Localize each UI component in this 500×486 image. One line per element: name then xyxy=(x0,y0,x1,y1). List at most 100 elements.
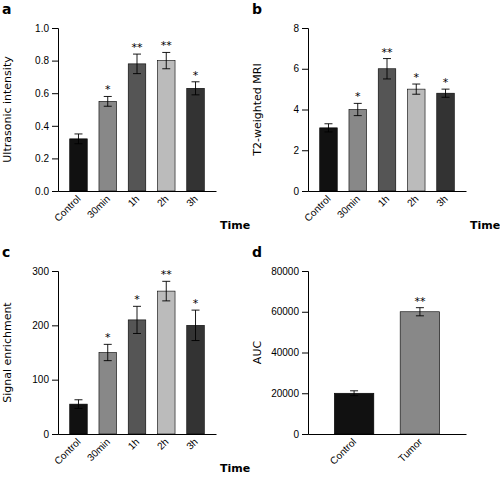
bar xyxy=(157,291,175,434)
axis-line xyxy=(302,272,309,435)
error-bar xyxy=(162,281,170,301)
tick-mark xyxy=(52,380,58,381)
tick-mark xyxy=(302,110,308,111)
tick-mark xyxy=(52,28,58,29)
tick: 0.8 xyxy=(35,55,58,66)
error-bar xyxy=(74,400,82,409)
error-bar xyxy=(104,344,112,360)
tick-label: 0.6 xyxy=(35,88,49,99)
tick: 3h xyxy=(184,193,200,209)
bar xyxy=(349,110,367,192)
bar xyxy=(334,393,374,434)
tick-label: 0 xyxy=(293,429,299,440)
tick: 3h xyxy=(184,436,200,452)
tick-label: 6 xyxy=(293,63,299,74)
bar xyxy=(320,128,338,191)
panel: 020000400006000080000ControlTumor**AUCd xyxy=(251,244,467,467)
axis-line xyxy=(52,29,59,192)
tick-label: 0 xyxy=(43,429,49,440)
tick: 0.4 xyxy=(35,121,58,132)
axis-line xyxy=(309,434,467,435)
axis-line xyxy=(309,191,467,192)
axis-line xyxy=(52,272,59,435)
tick: 0.0 xyxy=(35,186,58,197)
significance: * xyxy=(355,90,361,103)
tick-label: 3h xyxy=(184,436,200,452)
tick: 0.2 xyxy=(35,153,58,164)
error-bar xyxy=(350,391,358,396)
tick-label: 1h xyxy=(376,193,392,209)
bar xyxy=(378,69,396,191)
marks xyxy=(70,52,205,191)
axis-line xyxy=(59,434,217,435)
tick-label: Control xyxy=(302,193,333,224)
tick-label: 100 xyxy=(32,374,49,385)
y-label: T2-weighted MRI xyxy=(251,63,264,156)
tick-mark xyxy=(302,191,308,192)
chart: 0.00.20.40.60.81.0Control30min1h2h3h****… xyxy=(0,0,500,486)
tick: Tumor xyxy=(396,436,424,464)
tick-label: 200 xyxy=(32,320,49,331)
tick: 1h xyxy=(126,193,142,209)
bar xyxy=(99,353,117,435)
tick: 30min xyxy=(335,193,362,220)
significance: * xyxy=(193,69,199,82)
significance: ** xyxy=(382,46,394,59)
tick-label: 60000 xyxy=(271,306,299,317)
error-bar xyxy=(416,308,424,316)
tick-mark xyxy=(52,325,58,326)
panel-label: b xyxy=(252,1,262,17)
tick-label: Control xyxy=(52,193,83,224)
tick-label: 0.4 xyxy=(35,121,49,132)
panel-label: a xyxy=(2,1,11,17)
tick: 40000 xyxy=(271,347,308,358)
tick: 2h xyxy=(155,193,171,209)
tick-label: 3h xyxy=(184,193,200,209)
tick-label: 20000 xyxy=(271,388,299,399)
tick-mark xyxy=(52,158,58,159)
tick-mark xyxy=(302,393,308,394)
error-bar xyxy=(133,54,141,74)
y-axis: 0100200300 xyxy=(32,266,58,440)
tick-label: 40000 xyxy=(271,347,299,358)
tick-label: 1h xyxy=(126,436,142,452)
significance: * xyxy=(105,331,111,344)
significance: * xyxy=(414,71,420,84)
panel-label: c xyxy=(2,244,10,260)
bar xyxy=(187,88,205,191)
tick-label: 0.8 xyxy=(35,55,49,66)
tick-label: 0 xyxy=(293,186,299,197)
tick: 8 xyxy=(293,23,308,34)
annotations: ** xyxy=(414,295,426,308)
tick: 1.0 xyxy=(35,23,58,34)
x-label: Time xyxy=(220,219,250,232)
significance: ** xyxy=(161,268,173,281)
x-axis: ControlTumor xyxy=(309,435,467,467)
tick: Control xyxy=(52,193,83,224)
tick: 2h xyxy=(155,436,171,452)
tick: 0 xyxy=(293,429,308,440)
bar xyxy=(187,325,205,434)
tick: 0 xyxy=(43,429,58,440)
error-bar xyxy=(412,84,420,94)
significance: * xyxy=(134,293,140,306)
bar xyxy=(70,139,88,191)
tick: 80000 xyxy=(271,266,308,277)
y-axis: 0 20000 40000 60000 80000 xyxy=(271,266,308,440)
tick-label: 2h xyxy=(155,436,171,452)
tick-label: 30min xyxy=(85,436,112,463)
bar xyxy=(99,101,117,191)
axis-line xyxy=(59,191,217,192)
annotations: ****** xyxy=(105,39,199,96)
error-bar xyxy=(354,103,362,115)
bar xyxy=(128,320,146,434)
tick: 30min xyxy=(85,193,112,220)
x-label: Time xyxy=(470,219,500,232)
tick: 2h xyxy=(405,193,421,209)
tick: 2 xyxy=(293,145,308,156)
tick-mark xyxy=(302,150,308,151)
tick-mark xyxy=(302,271,308,272)
tick-mark xyxy=(302,69,308,70)
error-bar xyxy=(383,59,391,79)
tick-mark xyxy=(302,353,308,354)
